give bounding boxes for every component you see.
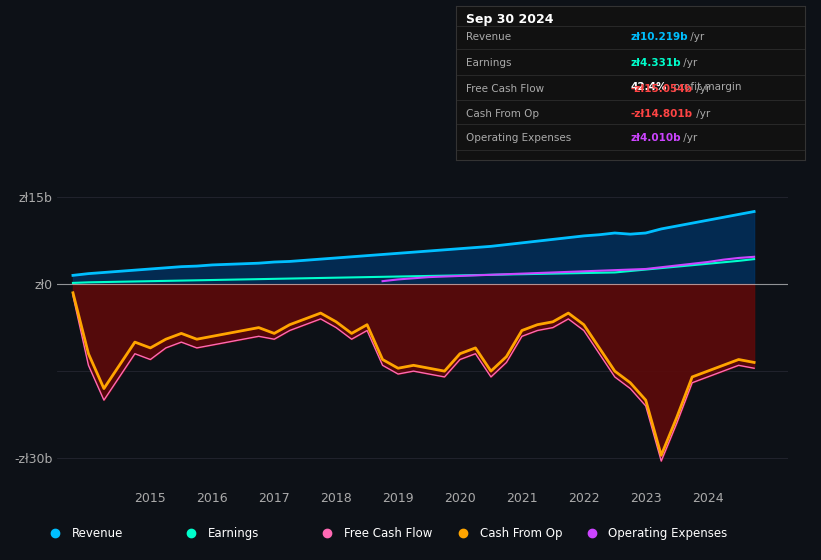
Text: Operating Expenses: Operating Expenses	[608, 527, 727, 540]
Text: Free Cash Flow: Free Cash Flow	[466, 84, 544, 94]
Text: /yr: /yr	[686, 32, 704, 42]
Text: Earnings: Earnings	[466, 58, 511, 68]
Text: -zł14.801b: -zł14.801b	[631, 109, 692, 119]
Text: Free Cash Flow: Free Cash Flow	[344, 527, 433, 540]
Text: /yr: /yr	[693, 84, 710, 94]
Text: Revenue: Revenue	[72, 527, 123, 540]
Text: /yr: /yr	[681, 58, 698, 68]
Text: Revenue: Revenue	[466, 32, 511, 42]
Text: zł10.219b: zł10.219b	[631, 32, 688, 42]
Text: Sep 30 2024: Sep 30 2024	[466, 12, 553, 26]
Text: profit margin: profit margin	[670, 82, 741, 92]
Text: Earnings: Earnings	[208, 527, 259, 540]
Text: Cash From Op: Cash From Op	[480, 527, 562, 540]
Text: /yr: /yr	[693, 109, 710, 119]
Text: zł4.010b: zł4.010b	[631, 133, 681, 143]
Text: 42.4%: 42.4%	[631, 82, 667, 92]
Text: Operating Expenses: Operating Expenses	[466, 133, 571, 143]
Text: zł4.331b: zł4.331b	[631, 58, 681, 68]
Text: -zł15.054b: -zł15.054b	[631, 84, 692, 94]
Text: /yr: /yr	[681, 133, 698, 143]
Text: Cash From Op: Cash From Op	[466, 109, 539, 119]
